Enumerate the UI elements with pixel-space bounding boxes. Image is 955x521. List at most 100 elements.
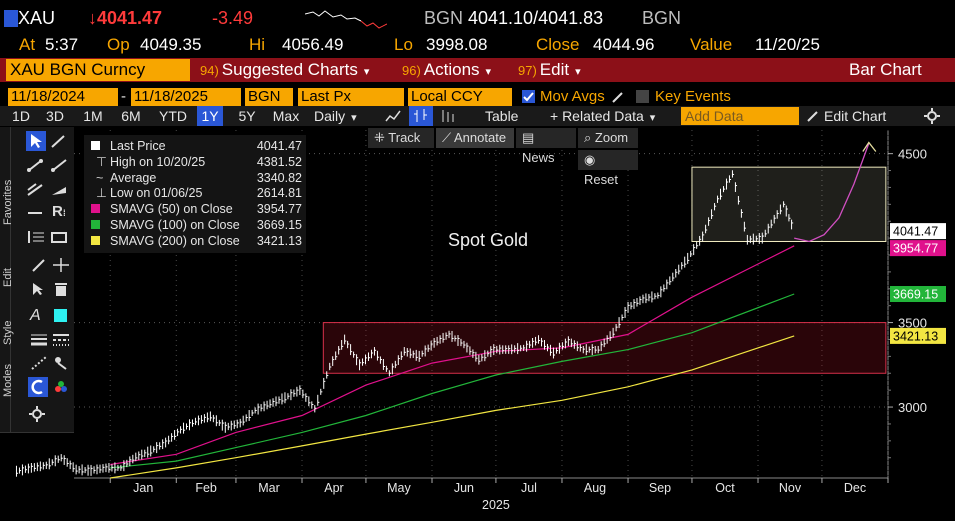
at-label: At xyxy=(19,35,36,54)
y-tick-label: 4500 xyxy=(898,147,927,162)
reset-button[interactable]: ◉ Reset xyxy=(578,150,638,187)
legend-value: 3954.77 xyxy=(256,202,302,217)
text-style-icon[interactable]: A xyxy=(30,307,41,324)
trendline-icon[interactable] xyxy=(26,157,44,173)
period-1y-button[interactable]: 1Y xyxy=(197,106,223,126)
gear-icon[interactable] xyxy=(29,406,45,422)
edit-tools-label[interactable]: Edit xyxy=(2,268,14,287)
table-button[interactable]: Table xyxy=(485,108,519,124)
forecast-curve xyxy=(794,143,870,243)
legend-item[interactable]: SMAVG (50) on Close 3954.77 xyxy=(84,202,306,216)
trash-icon[interactable] xyxy=(52,281,70,297)
legend-name: SMAVG (50) on Close xyxy=(110,202,233,217)
line-chart-icon[interactable] xyxy=(385,108,401,124)
rectangle-icon[interactable] xyxy=(50,229,68,245)
legend-value: 4041.47 xyxy=(256,139,302,153)
period-max-button[interactable]: Max xyxy=(272,108,300,124)
legend-name: SMAVG (200) on Close xyxy=(110,233,240,248)
legend-swatch xyxy=(91,141,100,150)
color-swatch-icon[interactable] xyxy=(54,309,67,322)
price-tag xyxy=(890,240,946,257)
legend-name: Average xyxy=(110,170,157,185)
style-label[interactable]: Style xyxy=(2,320,14,345)
channel-icon[interactable] xyxy=(26,181,44,197)
ticker-bar: XAU ↓4041.47 -3.49 BGN 4041.10/4041.83 B… xyxy=(0,8,955,30)
ticker-symbol: XAU xyxy=(18,8,56,28)
mov-avgs-checkbox[interactable] xyxy=(522,90,535,103)
command-bar: XAU BGN Curncy 94) Suggested Charts ▾ 96) A… xyxy=(0,58,955,82)
pencil-icon[interactable] xyxy=(806,109,820,123)
actions-menu[interactable]: 96) Actions ▾ xyxy=(402,58,491,82)
bar-chart-icon[interactable] xyxy=(409,106,433,126)
modes-label[interactable]: Modes xyxy=(2,363,14,397)
price-chart[interactable]: 3000 3500 4500 Jan Feb Mar Apr May Jun Jul Aug Sep O… xyxy=(0,127,955,521)
gear-icon[interactable] xyxy=(924,108,940,124)
zoom-icon: ⌕ xyxy=(584,130,595,145)
edit-chart-button[interactable]: Edit Chart xyxy=(824,108,887,124)
frequency-select[interactable]: Daily ▾ xyxy=(314,106,374,126)
price-tag-label: 3669.15 xyxy=(893,288,938,302)
caret-down-icon: ▾ xyxy=(575,66,581,78)
magnifier-mode-icon[interactable] xyxy=(28,377,48,397)
end-date-input[interactable]: 11/18/2025 xyxy=(131,88,241,106)
period-ytd-button[interactable]: YTD xyxy=(159,108,187,124)
x-year-label: 2025 xyxy=(482,498,510,512)
pen-icon[interactable] xyxy=(30,257,48,273)
start-date-input[interactable]: 11/18/2024 xyxy=(8,88,118,106)
fill-shape-icon[interactable] xyxy=(50,181,68,197)
legend-item[interactable]: ⊤ High on 10/20/25 4381.52 xyxy=(84,155,306,169)
bid-ask-source-2: BGN xyxy=(642,8,682,28)
track-button[interactable]: ⁜ Track xyxy=(368,128,434,148)
x-tick-label: Aug xyxy=(584,481,606,495)
sidebar-divider xyxy=(10,127,11,432)
edit-menu[interactable]: 97) Edit ▾ xyxy=(518,58,581,82)
magnet-icon[interactable] xyxy=(52,355,70,371)
legend-item[interactable]: ⊥ Low on 01/06/25 2614.81 xyxy=(84,186,306,200)
legend-item[interactable]: ~ Average 3340.82 xyxy=(84,171,306,185)
line-style-icon[interactable] xyxy=(52,331,70,347)
price-tag xyxy=(890,327,946,344)
dotted-line-icon[interactable] xyxy=(30,355,48,371)
move-icon[interactable] xyxy=(52,257,70,273)
zoom-button[interactable]: ⌕ Zoom xyxy=(578,128,638,148)
legend-marker-icon: ~ xyxy=(96,170,104,185)
currency-select[interactable]: Local CCY xyxy=(408,88,512,106)
news-button[interactable]: ▤ News xyxy=(516,128,576,165)
field-select[interactable]: Last Px xyxy=(298,88,404,106)
suggested-charts-menu[interactable]: 94) Suggested Charts ▾ xyxy=(200,58,369,82)
retracement-icon[interactable]: R⁞ xyxy=(52,203,66,220)
period-toolbar: 1D 3D 1M 6M YTD 1Y 5Y Max Daily ▾ Table + Relate… xyxy=(0,106,955,126)
add-data-input[interactable]: Add Data xyxy=(681,107,799,125)
select-add-icon[interactable] xyxy=(30,281,48,297)
chart-type-icon[interactable] xyxy=(440,108,456,124)
related-data-menu[interactable]: + Related Data ▾ xyxy=(550,106,676,126)
period-6m-button[interactable]: 6M xyxy=(121,108,141,124)
ray-icon[interactable] xyxy=(50,157,68,173)
annotate-button[interactable]: ⟋ Annotate xyxy=(436,128,514,148)
drawing-tools-sidebar: Favorites Edit Style Modes R⁞ A xyxy=(0,127,74,432)
period-1m-button[interactable]: 1M xyxy=(83,108,103,124)
legend-item[interactable]: SMAVG (200) on Close 3421.13 xyxy=(84,234,306,248)
legend-value: 4381.52 xyxy=(256,154,302,169)
legend-item[interactable]: SMAVG (100) on Close 3669.15 xyxy=(84,218,306,232)
horizontal-line-icon[interactable] xyxy=(26,205,44,221)
hi-value: 4056.49 xyxy=(282,35,344,54)
bar-chart-label: Bar Chart xyxy=(849,60,922,79)
pencil-icon[interactable] xyxy=(611,90,625,104)
key-events-label: Key Events xyxy=(655,88,731,105)
period-5y-button[interactable]: 5Y xyxy=(238,108,256,124)
colors-icon[interactable] xyxy=(52,379,70,395)
line-draw-icon[interactable] xyxy=(50,133,68,149)
period-3d-button[interactable]: 3D xyxy=(46,108,64,124)
sma100-line xyxy=(110,293,795,469)
legend-item[interactable]: Last Price 4041.47 xyxy=(84,139,306,153)
security-field[interactable]: XAU BGN Curncy xyxy=(6,59,190,81)
period-1d-button[interactable]: 1D xyxy=(12,108,30,124)
source-input[interactable]: BGN xyxy=(245,88,293,106)
range-dash: - xyxy=(121,88,126,105)
fib-icon[interactable] xyxy=(26,229,46,245)
key-events-checkbox[interactable] xyxy=(636,90,649,103)
favorites-label[interactable]: Favorites xyxy=(2,179,14,225)
pointer-tool-icon[interactable] xyxy=(26,131,46,151)
line-weight-icon[interactable] xyxy=(30,331,48,347)
